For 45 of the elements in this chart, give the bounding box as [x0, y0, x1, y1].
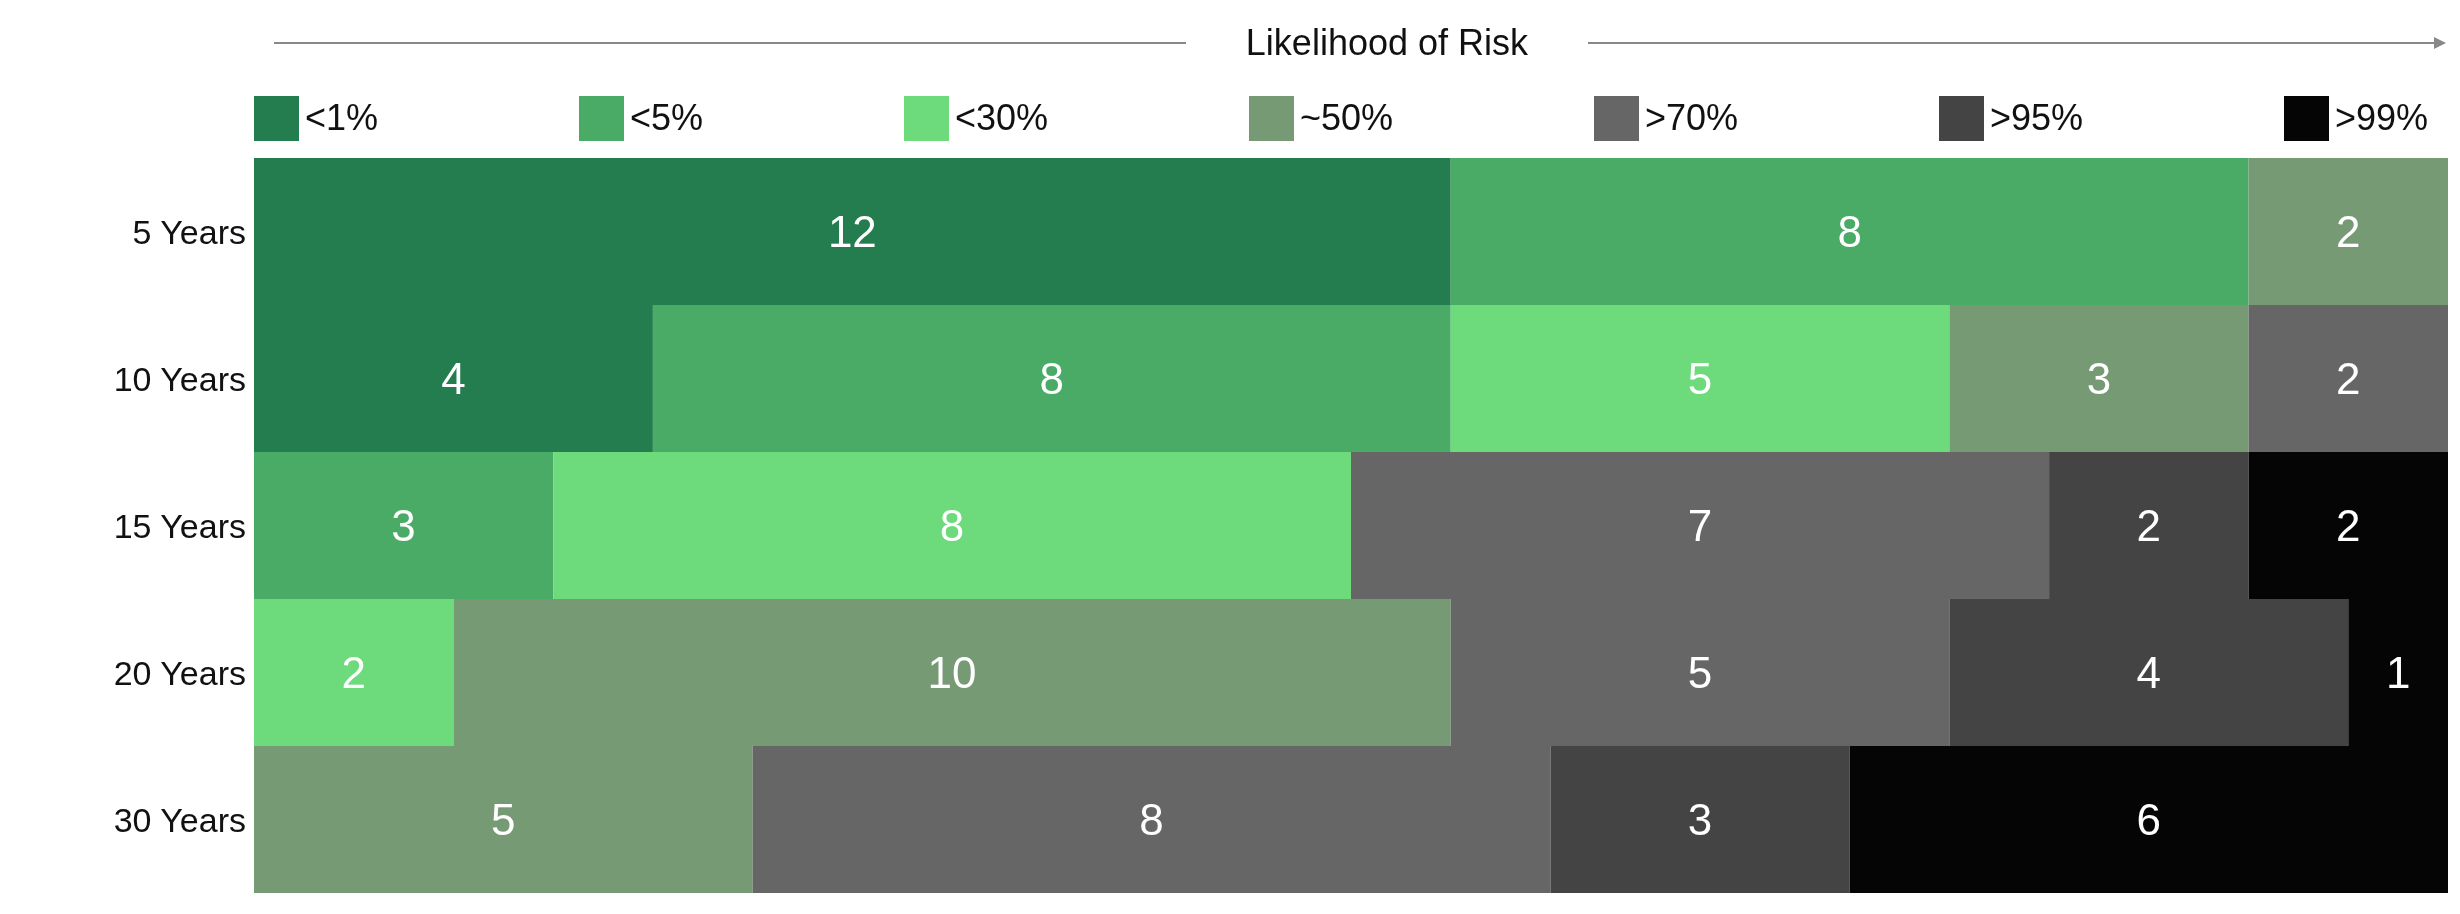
legend-label: >70% [1644, 97, 1738, 139]
data-label: 7 [1687, 501, 1713, 551]
bar [2248, 158, 2448, 305]
y-tick-label: 30 Years [113, 800, 246, 839]
data-label: 2 [2336, 354, 2361, 404]
y-tick-label: 15 Years [113, 506, 246, 545]
bar [254, 599, 454, 746]
data-label: 5 [1687, 354, 1713, 404]
data-label: 8 [1139, 795, 1164, 845]
legend-label: <5% [629, 97, 704, 139]
data-label: 3 [391, 501, 416, 551]
y-tick-label: 20 Years [113, 653, 246, 692]
data-label: 5 [491, 795, 516, 845]
legend-label: ~50% [1299, 97, 1393, 139]
bar [1450, 305, 1950, 452]
data-label: 8 [1039, 354, 1065, 404]
y-tick-label: 10 Years [113, 359, 246, 398]
data-label: 3 [1687, 795, 1713, 845]
data-label: 4 [2136, 648, 2162, 698]
data-label: 2 [2136, 501, 2162, 551]
bar [1949, 305, 2249, 452]
legend-title: Likelihood of Risk [1244, 22, 1529, 64]
legend-label: <30% [954, 97, 1049, 139]
data-label: 1 [2385, 648, 2411, 698]
data-label: 8 [1837, 207, 1862, 257]
bar [254, 452, 554, 599]
data-label: 12 [827, 207, 877, 257]
data-label: 6 [2136, 795, 2162, 845]
bar [1450, 158, 2249, 305]
legend-label: >95% [1989, 97, 2083, 139]
data-label: 8 [939, 501, 965, 551]
y-tick-label: 5 Years [132, 212, 246, 251]
data-label: 4 [441, 354, 466, 404]
data-label: 2 [2336, 207, 2361, 257]
bar [652, 305, 1451, 452]
bar [2248, 305, 2448, 452]
bar [1550, 746, 1850, 893]
bar [553, 452, 1351, 599]
data-label: 2 [2336, 501, 2361, 551]
data-label: 3 [2086, 354, 2112, 404]
data-label: 2 [341, 648, 366, 698]
legend-label: >99% [2334, 97, 2428, 139]
legend-label: <1% [305, 97, 379, 139]
data-label: 5 [1687, 648, 1713, 698]
data-label: 10 [927, 648, 977, 698]
